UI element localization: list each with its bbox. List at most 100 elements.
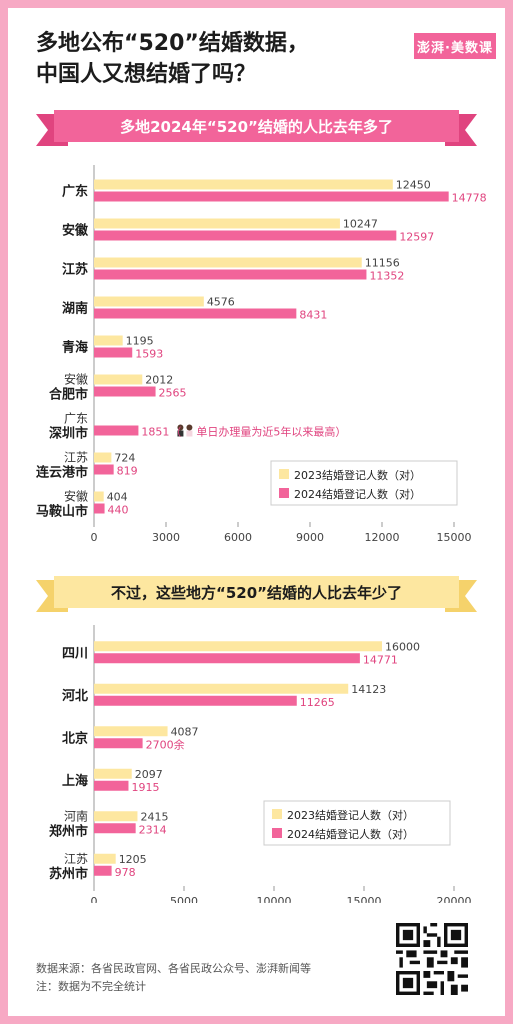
bar-2023-value-label: 2415: [140, 810, 168, 823]
bar-2024: [94, 695, 297, 706]
bar-2023-value-label: 16000: [385, 640, 420, 653]
bar-2024-value-label: 1593: [135, 348, 163, 361]
x-tick-label: 15000: [347, 895, 382, 903]
bar-2023-value-label: 2097: [135, 768, 163, 781]
bar-2024: [94, 191, 449, 202]
bar-2024-value-label: 8431: [299, 309, 327, 322]
bar-2023-value-label: 404: [107, 491, 128, 504]
bar-2024-value-label: 12597: [399, 231, 434, 244]
x-tick-label: 5000: [170, 895, 198, 903]
data-source: 数据来源：各省民政官网、各省民政公众号、澎湃新闻等: [36, 962, 311, 975]
category-label: 湖南: [62, 301, 88, 317]
bar-2023: [94, 726, 168, 737]
chart-2-title: 不过，这些地方“520”结婚的人比去年少了: [110, 584, 403, 602]
headline-line-1: 多地公布“520”结婚数据，: [36, 31, 309, 56]
legend-box: [263, 800, 451, 846]
bar-2023-value-label: 1195: [126, 335, 154, 348]
bar-2023: [94, 452, 112, 463]
bar-2023: [94, 257, 362, 268]
bar-2024: [94, 386, 156, 397]
bar-2024: [94, 269, 367, 280]
qr-code-icon[interactable]: [396, 923, 468, 995]
bar-2024: [94, 653, 360, 664]
bar-2023-value-label: 1205: [119, 853, 147, 866]
category-label: 河北: [62, 688, 88, 704]
couple-icon-head: [177, 424, 184, 431]
bar-2023: [94, 491, 104, 502]
legend-box: [270, 460, 458, 506]
bar-2023-value-label: 4087: [171, 725, 199, 738]
bar-2023: [94, 374, 143, 385]
bar-2023: [94, 296, 204, 307]
bar-2024-value-label: 2314: [139, 823, 167, 836]
x-tick-label: 6000: [224, 531, 252, 543]
bar-2023: [94, 335, 123, 346]
x-tick-label: 20000: [437, 895, 472, 903]
bar-2024-value-label: 11352: [369, 270, 404, 283]
bar-2023-value-label: 10247: [343, 218, 378, 231]
legend-entry: 2024结婚登记人数（对）: [294, 487, 421, 501]
category-label: 苏州市: [49, 866, 88, 882]
chart-1: 0 3000 6000 9000 12000 15000 广东 12450 14778 安徽 102…: [36, 165, 487, 543]
bar-2023-value-label: 724: [114, 452, 135, 465]
bar-2024: [94, 823, 136, 834]
legend-swatch: [279, 469, 289, 479]
category-label-province: 江苏: [64, 451, 88, 465]
bar-2023: [94, 218, 340, 229]
category-label: 上海: [62, 773, 88, 789]
bar-2023: [94, 641, 382, 652]
bar-2023-value-label: 12450: [396, 179, 431, 192]
bar-2024: [94, 780, 129, 791]
bar-2024: [94, 464, 114, 475]
bar-2024: [94, 347, 133, 358]
bar-2024-value-label: 14771: [363, 653, 398, 666]
headline: 多地公布“520”结婚数据， 中国人又想结婚了吗？: [36, 28, 309, 90]
infographic-card: 多地公布“520”结婚数据， 中国人又想结婚了吗？ 澎湃·美数课 多地2024年…: [8, 8, 505, 1016]
legend-swatch: [272, 809, 282, 819]
category-label-province: 安徽: [64, 372, 88, 387]
x-tick-label: 3000: [152, 531, 180, 543]
bar-2023: [94, 179, 393, 190]
couple-icon-head: [186, 424, 193, 431]
legend-entry: 2023结婚登记人数（对）: [294, 468, 421, 482]
category-label-province: 江苏: [64, 852, 88, 866]
category-label: 北京: [62, 730, 88, 746]
bar-2024-value-label: 14778: [452, 192, 487, 205]
x-tick-label: 0: [91, 531, 98, 543]
category-label-province: 安徽: [64, 489, 88, 504]
legend-entry: 2024结婚登记人数（对）: [287, 827, 414, 841]
category-label: 合肥市: [49, 387, 88, 403]
bar-2024: [94, 865, 112, 876]
couple-icon: [177, 424, 193, 437]
bar-2024-value-label: 1915: [131, 781, 159, 794]
x-tick-label: 15000: [437, 531, 472, 543]
category-label: 四川: [62, 646, 88, 661]
legend-entry: 2023结婚登记人数（对）: [287, 808, 414, 822]
brand-logo: 澎湃·美数课: [414, 33, 496, 59]
bar-2024: [94, 503, 105, 514]
bar-2024-value-label: 440: [108, 504, 129, 517]
chart-1-title: 多地2024年“520”结婚的人比去年多了: [120, 118, 393, 136]
legend-swatch: [279, 488, 289, 498]
bar-2023: [94, 853, 116, 864]
x-tick-label: 12000: [365, 531, 400, 543]
annotation-text: 单日办理量为近5年以来最高）: [196, 425, 346, 439]
x-tick-label: 10000: [257, 895, 292, 903]
category-label: 马鞍山市: [36, 504, 88, 520]
annotation-open-paren: （: [170, 426, 181, 439]
category-label-province: 广东: [64, 412, 88, 426]
bar-2024: [94, 425, 139, 436]
category-label-province: 河南: [64, 808, 88, 823]
bar-2023-value-label: 14123: [351, 683, 386, 696]
bar-2024: [94, 738, 143, 749]
bar-2024-value-label: 819: [117, 465, 138, 478]
category-label: 青海: [62, 340, 88, 356]
bar-2023-value-label: 2012: [145, 374, 173, 387]
bar-2024-value-label: 1851: [141, 426, 169, 439]
x-tick-label: 0: [91, 895, 98, 903]
bar-2023-value-label: 4576: [207, 296, 235, 309]
bar-2023: [94, 811, 138, 822]
bar-2023: [94, 683, 349, 694]
data-note: 注：数据为不完全统计: [36, 980, 146, 993]
